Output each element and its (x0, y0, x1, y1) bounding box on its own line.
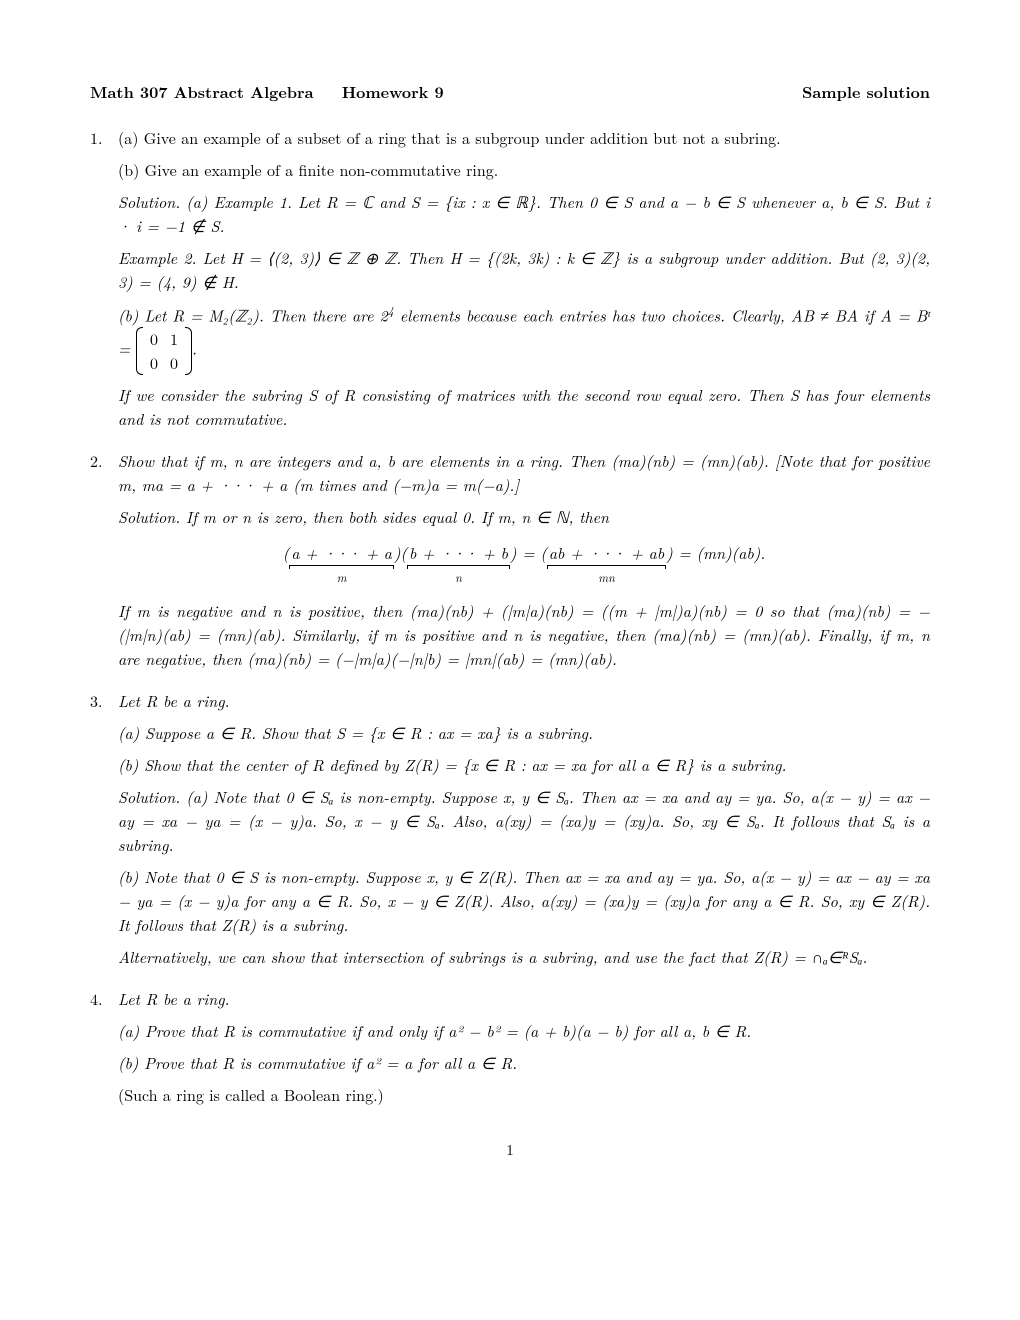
ub1-content: a + ··· + a (289, 541, 394, 566)
p1-solution-3: (b) Let R = M₂(ℤ₂). Then there are 24 el… (118, 302, 930, 375)
m11: 0 (164, 351, 184, 375)
m00: 0 (144, 327, 164, 351)
p3-solution-1: Solution. (a) Note that 0 ∈ Sₐ is non-em… (118, 785, 930, 857)
problem-3: 3. Let R be a ring. (a) Suppose a ∈ R. S… (90, 689, 930, 969)
p4-part-b: (b) Prove that R is commutative if a² = … (118, 1051, 930, 1075)
p1-solution-2: Example 2. Let H = ⟨(2, 3)⟩ ∈ ℤ ⊕ ℤ. The… (118, 246, 930, 294)
header-left: Math 307 Abstract Algebra Homework 9 (90, 80, 466, 104)
p3-question: Let R be a ring. (118, 689, 930, 713)
underbrace-1: a + ··· + a m (289, 541, 394, 587)
p3-part-b: (b) Show that the center of R defined by… (118, 753, 930, 777)
ub3-content: ab + ··· + ab (547, 541, 666, 566)
p1-sol3-c: . (192, 337, 197, 360)
problem-2: 2. Show that if m, n are integers and a,… (90, 449, 930, 671)
p2-solution-1: Solution. If m or n is zero, then both s… (118, 505, 930, 529)
p1-matrix: 0100 (136, 327, 192, 375)
ub2-sub: n (407, 569, 510, 587)
problem-4: 4. Let R be a ring. (a) Prove that R is … (90, 987, 930, 1107)
p4-question: Let R be a ring. (118, 987, 930, 1011)
problem-num-3: 3. (90, 689, 102, 713)
header-right: Sample solution (802, 80, 930, 104)
problem-num-1: 1. (90, 126, 102, 150)
underbrace-3: ab + ··· + ab mn (547, 541, 666, 587)
p2-solution-2: If m is negative and n is positive, then… (118, 599, 930, 671)
ub1-sub: m (289, 569, 394, 587)
homework-number: Homework 9 (342, 80, 444, 103)
p4-part-a: (a) Prove that R is commutative if and o… (118, 1019, 930, 1043)
p1-solution-4: If we consider the subring S of R consis… (118, 383, 930, 431)
course-title: Math 307 Abstract Algebra (90, 80, 314, 103)
p2-disp-tail: = (mn)(ab). (673, 541, 765, 564)
underbrace-2: b + ··· + b n (407, 541, 510, 587)
p2-display-eq: (a + ··· + am)(b + ··· + bn) = (ab + ···… (118, 541, 930, 587)
page-header: Math 307 Abstract Algebra Homework 9 Sam… (90, 80, 930, 104)
p2-question: Show that if m, n are integers and a, b … (118, 449, 930, 497)
problem-num-2: 2. (90, 449, 102, 473)
p1-sol3-a: (b) Let R = M₂(ℤ₂). Then there are 2 (118, 303, 388, 326)
p3-solution-2: (b) Note that 0 ∈ S is non-empty. Suppos… (118, 865, 930, 937)
p4-part-c: (Such a ring is called a Boolean ring.) (118, 1083, 930, 1107)
ub2-content: b + ··· + b (407, 541, 510, 566)
ub3-sub: mn (547, 569, 666, 587)
m10: 0 (144, 351, 164, 375)
p1-part-b: (b) Give an example of a finite non-comm… (118, 158, 930, 182)
p1-solution-1: Solution. (a) Example 1. Let R = ℂ and S… (118, 190, 930, 238)
m01: 1 (164, 327, 184, 351)
p3-part-a: (a) Suppose a ∈ R. Show that S = {x ∈ R … (118, 721, 930, 745)
page-number: 1 (90, 1139, 930, 1162)
problem-1: 1. (a) Give an example of a subset of a … (90, 126, 930, 431)
p1-part-a: (a) Give an example of a subset of a rin… (118, 126, 930, 150)
problem-num-4: 4. (90, 987, 102, 1011)
p3-solution-3: Alternatively, we can show that intersec… (118, 945, 930, 969)
